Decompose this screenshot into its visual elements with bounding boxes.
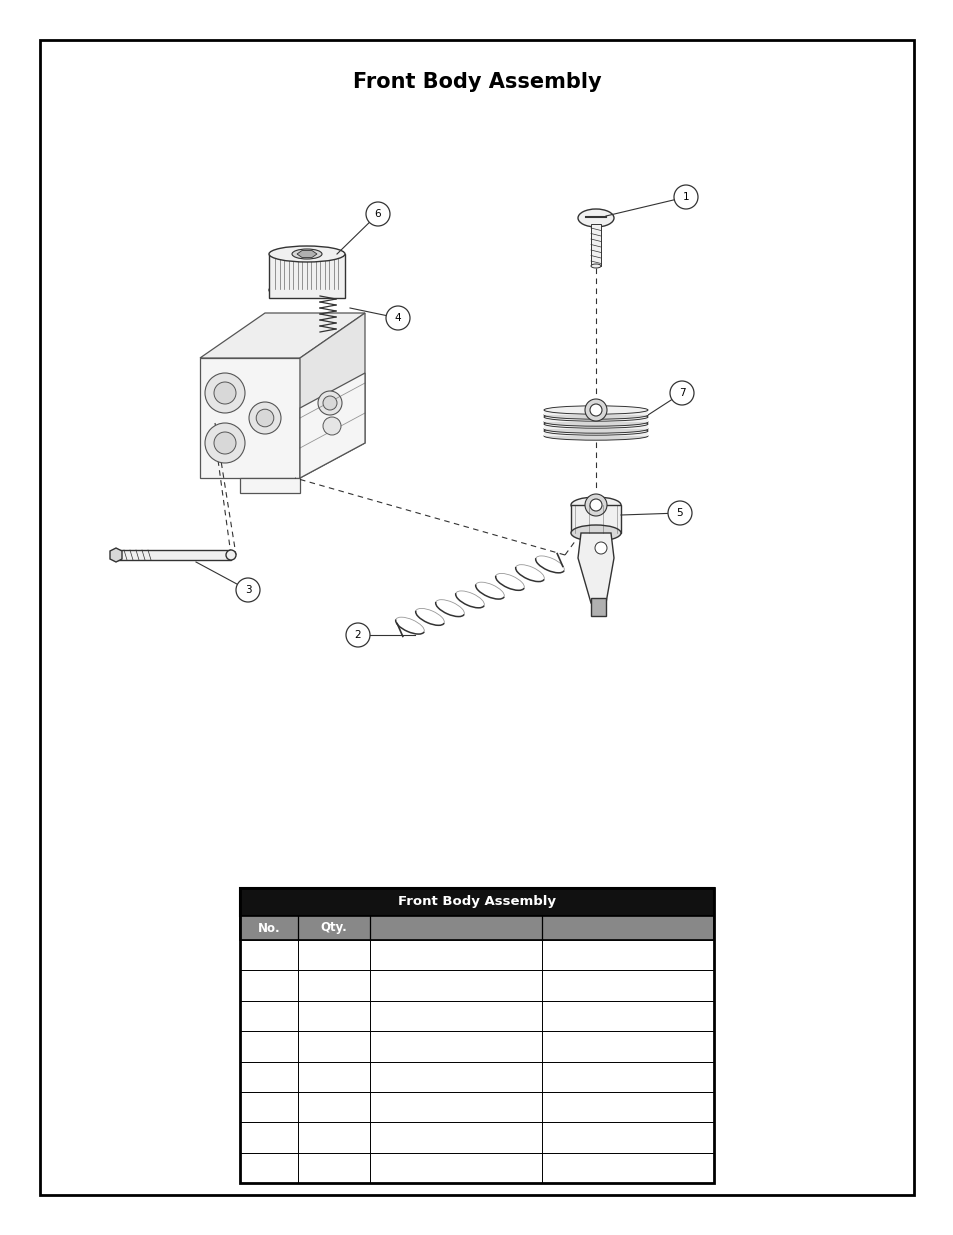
- Bar: [269, 254, 345, 298]
- Ellipse shape: [543, 427, 647, 435]
- Ellipse shape: [269, 282, 345, 298]
- Bar: [240, 940, 713, 971]
- Circle shape: [213, 432, 235, 454]
- Polygon shape: [299, 373, 365, 478]
- Polygon shape: [200, 358, 299, 478]
- Ellipse shape: [543, 412, 647, 421]
- Circle shape: [213, 382, 235, 404]
- Bar: [240, 1123, 713, 1152]
- Circle shape: [235, 578, 260, 601]
- Text: 1: 1: [682, 191, 689, 203]
- Ellipse shape: [543, 420, 647, 429]
- Ellipse shape: [543, 425, 647, 433]
- Circle shape: [667, 501, 691, 525]
- Text: Front Body Assembly: Front Body Assembly: [397, 895, 556, 909]
- Bar: [543, 424, 647, 429]
- Bar: [240, 1062, 713, 1092]
- Circle shape: [249, 403, 281, 433]
- Circle shape: [323, 396, 336, 410]
- Bar: [543, 417, 647, 422]
- Bar: [543, 431, 647, 436]
- Ellipse shape: [543, 432, 647, 440]
- Bar: [543, 410, 647, 415]
- Ellipse shape: [292, 249, 322, 259]
- Text: 7: 7: [678, 388, 684, 398]
- Circle shape: [317, 391, 341, 415]
- Circle shape: [366, 203, 390, 226]
- Circle shape: [256, 409, 274, 427]
- Bar: [571, 505, 620, 534]
- Text: Front Body Assembly: Front Body Assembly: [353, 72, 600, 91]
- Polygon shape: [110, 548, 122, 562]
- Text: 3: 3: [244, 585, 251, 595]
- Text: 6: 6: [375, 209, 381, 219]
- Polygon shape: [200, 312, 365, 358]
- Circle shape: [669, 382, 693, 405]
- Circle shape: [386, 306, 410, 330]
- Bar: [240, 1000, 713, 1031]
- Text: No.: No.: [257, 921, 280, 935]
- Circle shape: [595, 542, 606, 555]
- Text: 2: 2: [355, 630, 361, 640]
- Polygon shape: [296, 251, 316, 257]
- Bar: [240, 1031, 713, 1062]
- Bar: [240, 971, 713, 1000]
- Ellipse shape: [590, 264, 600, 268]
- Ellipse shape: [543, 406, 647, 414]
- Text: Qty.: Qty.: [320, 921, 347, 935]
- Circle shape: [584, 399, 606, 421]
- Text: 5: 5: [676, 508, 682, 517]
- Circle shape: [205, 373, 245, 412]
- Polygon shape: [240, 478, 299, 493]
- Bar: [240, 1152, 713, 1183]
- Ellipse shape: [571, 496, 620, 513]
- Bar: [590, 598, 605, 616]
- Bar: [240, 888, 713, 916]
- Circle shape: [589, 499, 601, 511]
- Polygon shape: [299, 312, 365, 478]
- Bar: [240, 1092, 713, 1123]
- Circle shape: [589, 404, 601, 416]
- Text: 4: 4: [395, 312, 401, 324]
- Bar: [240, 888, 713, 1183]
- Ellipse shape: [571, 525, 620, 541]
- Circle shape: [323, 417, 340, 435]
- Circle shape: [584, 494, 606, 516]
- Polygon shape: [578, 534, 614, 603]
- Ellipse shape: [543, 417, 647, 426]
- Bar: [116, 550, 231, 559]
- Circle shape: [205, 424, 245, 463]
- Ellipse shape: [269, 246, 345, 262]
- Circle shape: [673, 185, 698, 209]
- Circle shape: [346, 622, 370, 647]
- Ellipse shape: [226, 550, 235, 559]
- Ellipse shape: [543, 411, 647, 419]
- Bar: [240, 916, 713, 940]
- Bar: [590, 224, 600, 266]
- Ellipse shape: [578, 209, 614, 227]
- Ellipse shape: [111, 550, 121, 559]
